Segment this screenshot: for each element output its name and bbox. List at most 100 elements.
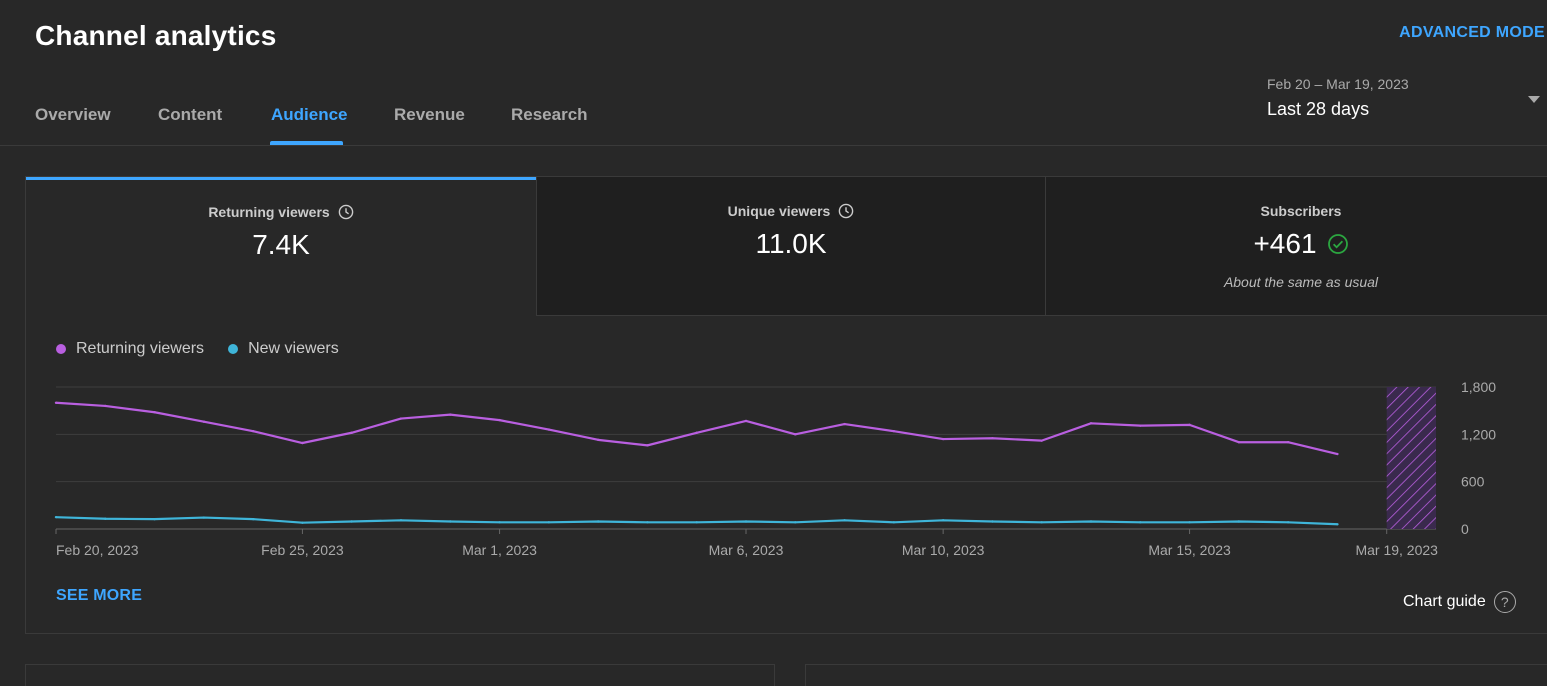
tab-research[interactable]: Research <box>511 105 588 124</box>
data-point <box>991 437 994 440</box>
metric-returning-viewers[interactable]: Returning viewers 7.4K <box>26 177 536 316</box>
data-point <box>646 444 649 447</box>
legend-dot-returning <box>56 344 66 354</box>
data-point <box>1188 423 1191 427</box>
data-point <box>202 516 206 519</box>
data-point <box>153 411 156 414</box>
data-point <box>1336 523 1339 526</box>
date-range-dates: Feb 20 – Mar 19, 2023 <box>1267 76 1409 92</box>
page-title: Channel analytics <box>35 20 277 51</box>
data-point <box>941 519 945 522</box>
data-point <box>794 521 797 524</box>
data-point <box>498 418 501 422</box>
x-tick-label: Mar 10, 2023 <box>902 542 985 558</box>
tab-overview[interactable]: Overview <box>35 105 111 124</box>
y-tick-label: 1,200 <box>1461 426 1496 442</box>
data-point <box>744 419 748 423</box>
metric-label: Subscribers <box>1260 203 1342 219</box>
x-tick-label: Feb 20, 2023 <box>56 542 139 558</box>
metric-value: 7.4K <box>252 229 310 260</box>
data-point <box>153 517 156 521</box>
see-more-button[interactable]: SEE MORE <box>56 587 143 604</box>
data-point <box>1286 521 1290 524</box>
data-point <box>54 515 58 519</box>
data-point <box>547 428 551 431</box>
tab-content[interactable]: Content <box>158 105 223 124</box>
chart-guide-label: Chart guide <box>1403 593 1486 610</box>
data-point <box>843 519 846 522</box>
y-tick-label: 1,800 <box>1461 379 1496 395</box>
data-point <box>104 517 107 520</box>
data-point <box>1286 441 1290 444</box>
data-point <box>350 431 353 434</box>
x-tick-label: Mar 15, 2023 <box>1148 542 1231 558</box>
metric-subscribers[interactable]: Subscribers +461 About the same as usual <box>1045 177 1547 316</box>
data-point <box>892 429 896 433</box>
data-point <box>399 519 403 522</box>
legend-item-new[interactable]: New viewers <box>228 340 339 358</box>
metric-label: Unique viewers <box>727 203 831 219</box>
clock-icon <box>839 203 854 219</box>
data-point <box>744 520 748 523</box>
data-point <box>892 521 896 524</box>
data-point <box>350 520 353 523</box>
data-point <box>449 520 452 523</box>
data-point <box>695 431 698 434</box>
bottom-card-left <box>25 664 775 686</box>
metric-value: 11.0K <box>755 228 827 259</box>
series-line-returning <box>55 401 1338 456</box>
data-point <box>596 438 600 442</box>
data-point <box>1089 520 1093 523</box>
y-tick-label: 600 <box>1461 474 1485 490</box>
date-range-picker[interactable]: Feb 20 – Mar 19, 2023 Last 28 days <box>1267 76 1409 120</box>
data-point <box>1139 424 1142 427</box>
data-point <box>251 429 255 433</box>
viewers-line-chart[interactable]: 1,800 1,200 600 0 Feb 20, 2023 Feb 25, 2023 Ma… <box>26 377 1547 567</box>
data-point <box>202 420 206 423</box>
tab-audience[interactable]: Audience <box>271 105 348 124</box>
data-point <box>596 520 600 523</box>
audience-overview-card: Returning viewers 7.4K Unique viewers 11… <box>25 176 1547 634</box>
clock-icon <box>338 204 353 220</box>
metric-value: +461 <box>1253 228 1317 259</box>
data-point <box>104 404 107 408</box>
data-point <box>843 422 846 426</box>
data-point <box>449 413 452 416</box>
date-range-label: Last 28 days <box>1267 99 1370 119</box>
legend-label: New viewers <box>248 340 339 357</box>
tab-bar: Overview Content Audience Revenue Resear… <box>0 88 1547 146</box>
chart-guide-button[interactable]: Chart guide ? <box>1403 591 1516 613</box>
data-point <box>1040 439 1043 442</box>
bottom-card-right <box>805 664 1547 686</box>
active-tab-indicator <box>270 141 343 145</box>
data-point <box>991 520 994 523</box>
legend-item-returning[interactable]: Returning viewers <box>56 340 204 358</box>
data-point <box>794 433 797 436</box>
x-tick-label: Feb 25, 2023 <box>261 542 344 558</box>
tab-revenue[interactable]: Revenue <box>394 105 465 124</box>
data-point <box>54 401 58 404</box>
data-point <box>1040 521 1043 524</box>
data-point <box>547 521 551 524</box>
x-tick-label: Mar 6, 2023 <box>709 542 784 558</box>
chart-legend: Returning viewers New viewers <box>56 340 339 358</box>
check-circle-icon <box>1327 234 1348 254</box>
data-point <box>1336 452 1339 456</box>
data-point <box>695 521 698 524</box>
data-point <box>646 521 649 524</box>
y-tick-label: 0 <box>1461 521 1469 537</box>
legend-label: Returning viewers <box>76 340 205 357</box>
metric-note: About the same as usual <box>1223 274 1379 290</box>
partial-day-region <box>1386 387 1436 529</box>
data-point <box>301 521 304 524</box>
advanced-mode-link[interactable]: ADVANCED MODE <box>1399 24 1545 41</box>
data-point <box>1237 441 1241 444</box>
metric-label: Returning viewers <box>208 204 330 220</box>
data-point <box>1089 422 1093 425</box>
legend-dot-new <box>228 344 239 354</box>
metric-unique-viewers[interactable]: Unique viewers 11.0K <box>536 177 1045 316</box>
dropdown-caret-icon[interactable] <box>1528 96 1540 103</box>
data-point <box>1188 521 1191 524</box>
data-point <box>399 417 403 420</box>
help-icon: ? <box>1493 591 1516 613</box>
